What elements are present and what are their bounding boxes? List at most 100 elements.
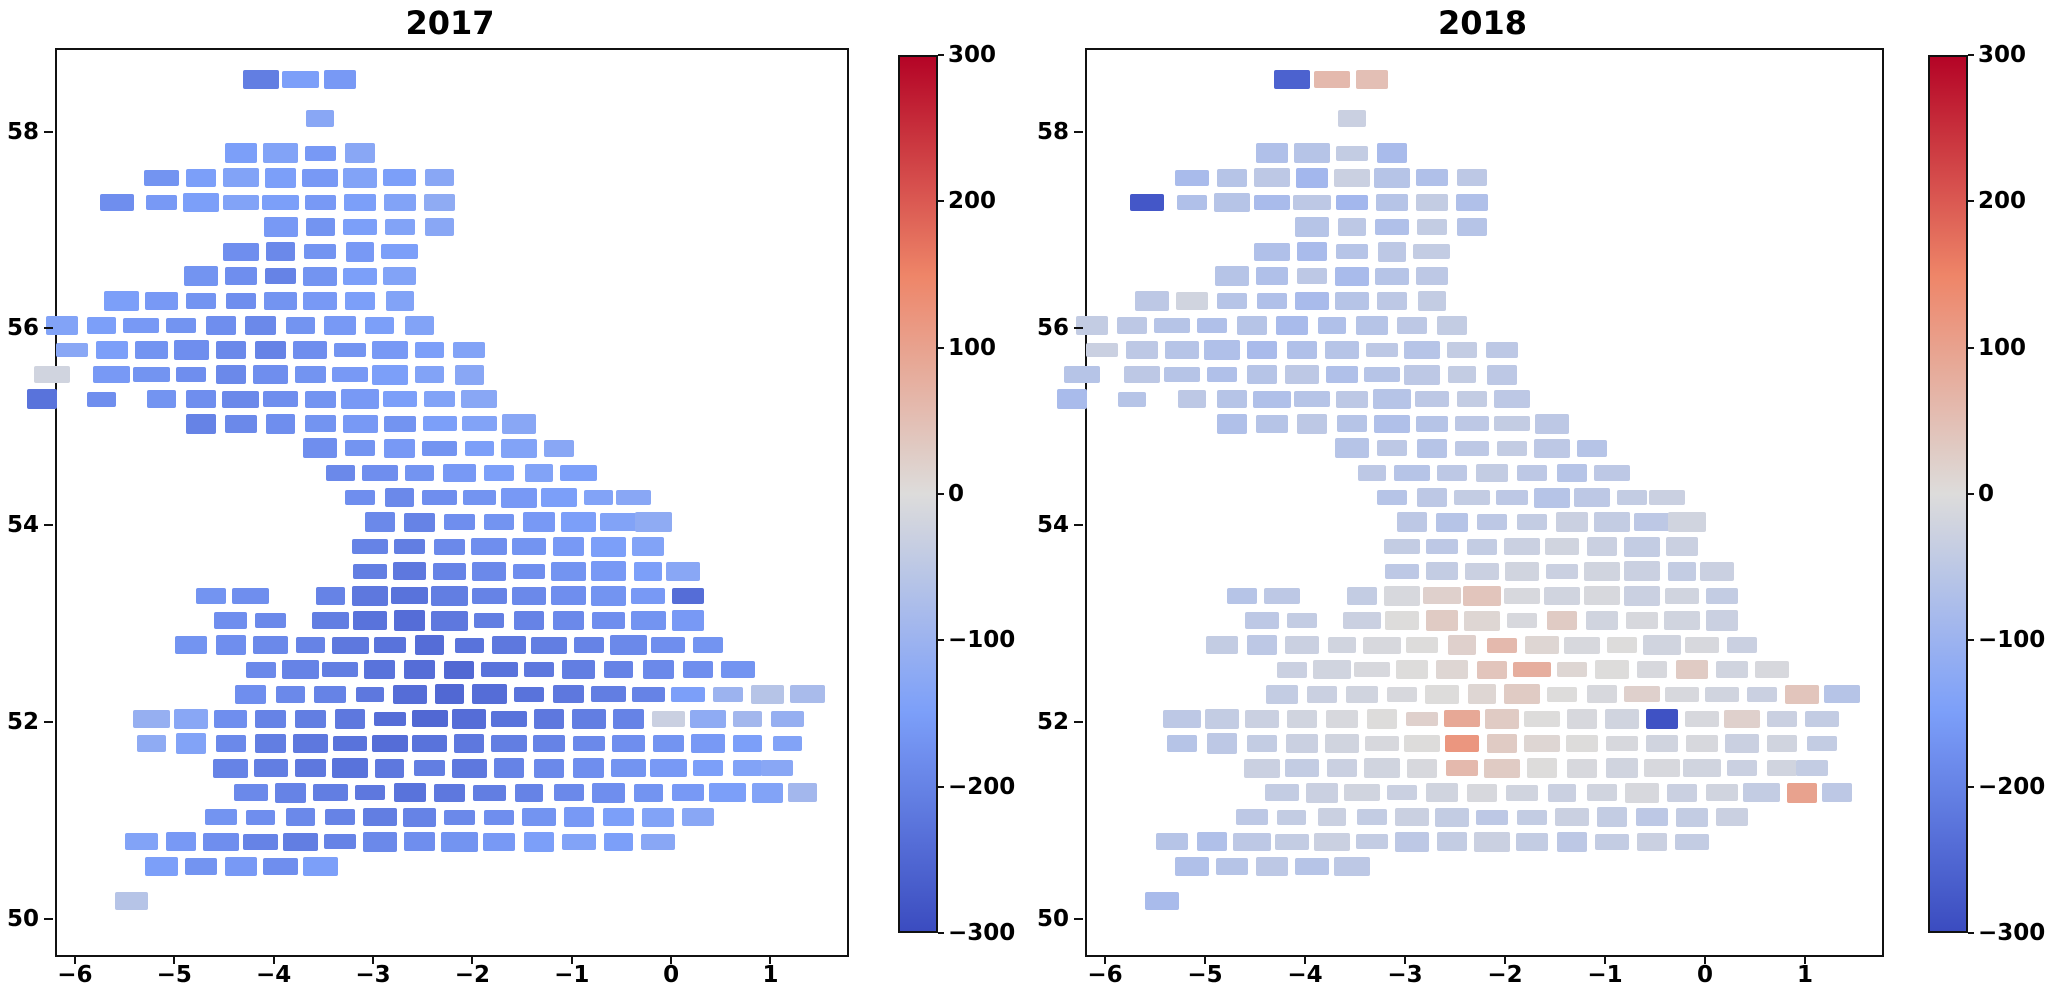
grid-cell: [1377, 241, 1407, 262]
grid-cell: [1567, 758, 1597, 778]
grid-cell: [1415, 267, 1449, 286]
grid-cell: [472, 784, 506, 801]
grid-cell: [1544, 586, 1580, 606]
grid-cell: [222, 390, 260, 408]
grid-cell: [1237, 315, 1267, 336]
grid-cell: [1705, 610, 1739, 631]
grid-cell: [95, 340, 128, 360]
grid-cell: [452, 708, 487, 729]
x-tick-label: −5: [156, 962, 192, 988]
grid-cell: [1727, 759, 1757, 777]
grid-cell: [524, 464, 554, 482]
grid-cell: [293, 734, 328, 753]
grid-cell: [1456, 391, 1488, 408]
grid-cell: [1767, 734, 1797, 753]
grid-cell: [551, 586, 587, 606]
y-tick: [44, 524, 53, 527]
grid-cell: [1277, 661, 1307, 678]
grid-cell: [263, 857, 298, 876]
grid-cell: [1363, 636, 1401, 654]
grid-cell: [303, 438, 338, 459]
grid-cell: [235, 684, 267, 704]
grid-cell: [215, 340, 246, 360]
grid-cell: [1405, 711, 1439, 727]
grid-cell: [1286, 612, 1318, 629]
x-tick-label: 1: [1796, 962, 1814, 988]
grid-cell: [560, 464, 597, 482]
grid-cell: [1244, 758, 1280, 778]
grid-cell: [1263, 588, 1301, 604]
grid-cell: [1117, 391, 1147, 407]
grid-cell: [1284, 636, 1320, 655]
grid-cell: [405, 465, 435, 481]
grid-cell: [590, 561, 627, 582]
x-tick: [1204, 955, 1206, 964]
grid-cell: [649, 758, 687, 778]
grid-cell: [610, 758, 647, 778]
grid-cell: [1665, 686, 1699, 702]
y-tick-label: 56: [6, 315, 39, 342]
grid-cell: [303, 291, 338, 311]
grid-cell: [1254, 194, 1290, 211]
colorbar-tick: [938, 785, 944, 788]
grid-cell: [1586, 783, 1618, 802]
grid-cell: [1335, 266, 1369, 286]
grid-cell: [1527, 758, 1557, 779]
colorbar-2018: [1928, 55, 1968, 933]
colorbar-tick: [1968, 932, 1974, 934]
grid-cell: [1437, 315, 1467, 336]
grid-cell: [500, 487, 538, 508]
grid-cell: [1336, 145, 1368, 161]
grid-cell: [1447, 366, 1477, 383]
grid-cell: [286, 808, 315, 827]
grid-cell: [1153, 317, 1191, 333]
grid-cell: [345, 291, 375, 311]
x-tick-label: −5: [1187, 962, 1223, 988]
x-tick: [1804, 955, 1806, 964]
grid-cell: [87, 391, 117, 407]
grid-cell: [325, 809, 355, 826]
grid-cell: [371, 340, 408, 360]
grid-cell: [1306, 782, 1338, 803]
grid-cell: [631, 686, 665, 702]
grid-cell: [1726, 637, 1758, 654]
colorbar-tick: [938, 493, 944, 495]
grid-cell: [1533, 438, 1571, 458]
axes-2018: [1056, 48, 1884, 957]
grid-cell: [1567, 709, 1597, 729]
grid-cell: [1584, 562, 1620, 581]
grid-cell: [1293, 194, 1331, 210]
grid-cell: [502, 413, 537, 434]
x-tick-label: −3: [1387, 962, 1423, 988]
grid-cell: [1374, 167, 1410, 188]
grid-cell: [474, 613, 505, 628]
grid-cell: [1174, 169, 1210, 187]
grid-cell: [1822, 783, 1852, 803]
grid-cell: [602, 808, 634, 827]
grid-cell: [385, 290, 415, 311]
x-tick: [173, 955, 176, 964]
grid-cell: [1643, 635, 1681, 656]
grid-cell: [1506, 613, 1538, 628]
grid-cell: [454, 637, 484, 653]
grid-cell: [261, 194, 300, 210]
grid-cell: [543, 440, 574, 457]
grid-cell: [712, 686, 743, 702]
grid-cell: [1296, 167, 1328, 189]
grid-cell: [1426, 539, 1458, 555]
grid-cell: [1547, 610, 1577, 631]
grid-cell: [1649, 490, 1685, 506]
grid-cell: [471, 538, 508, 556]
grid-cell: [461, 389, 498, 409]
grid-cell: [245, 316, 277, 335]
grid-cell: [1375, 267, 1409, 285]
grid-cell: [147, 390, 176, 409]
grid-cell: [1624, 561, 1660, 582]
grid-cell: [26, 389, 58, 410]
colorbar-tick-label: 200: [1978, 188, 2027, 215]
grid-cell: [1403, 364, 1441, 385]
grid-cell: [434, 538, 465, 555]
grid-cell: [461, 416, 497, 432]
x-tick: [1704, 955, 1706, 964]
colorbar-tick: [1968, 346, 1974, 349]
